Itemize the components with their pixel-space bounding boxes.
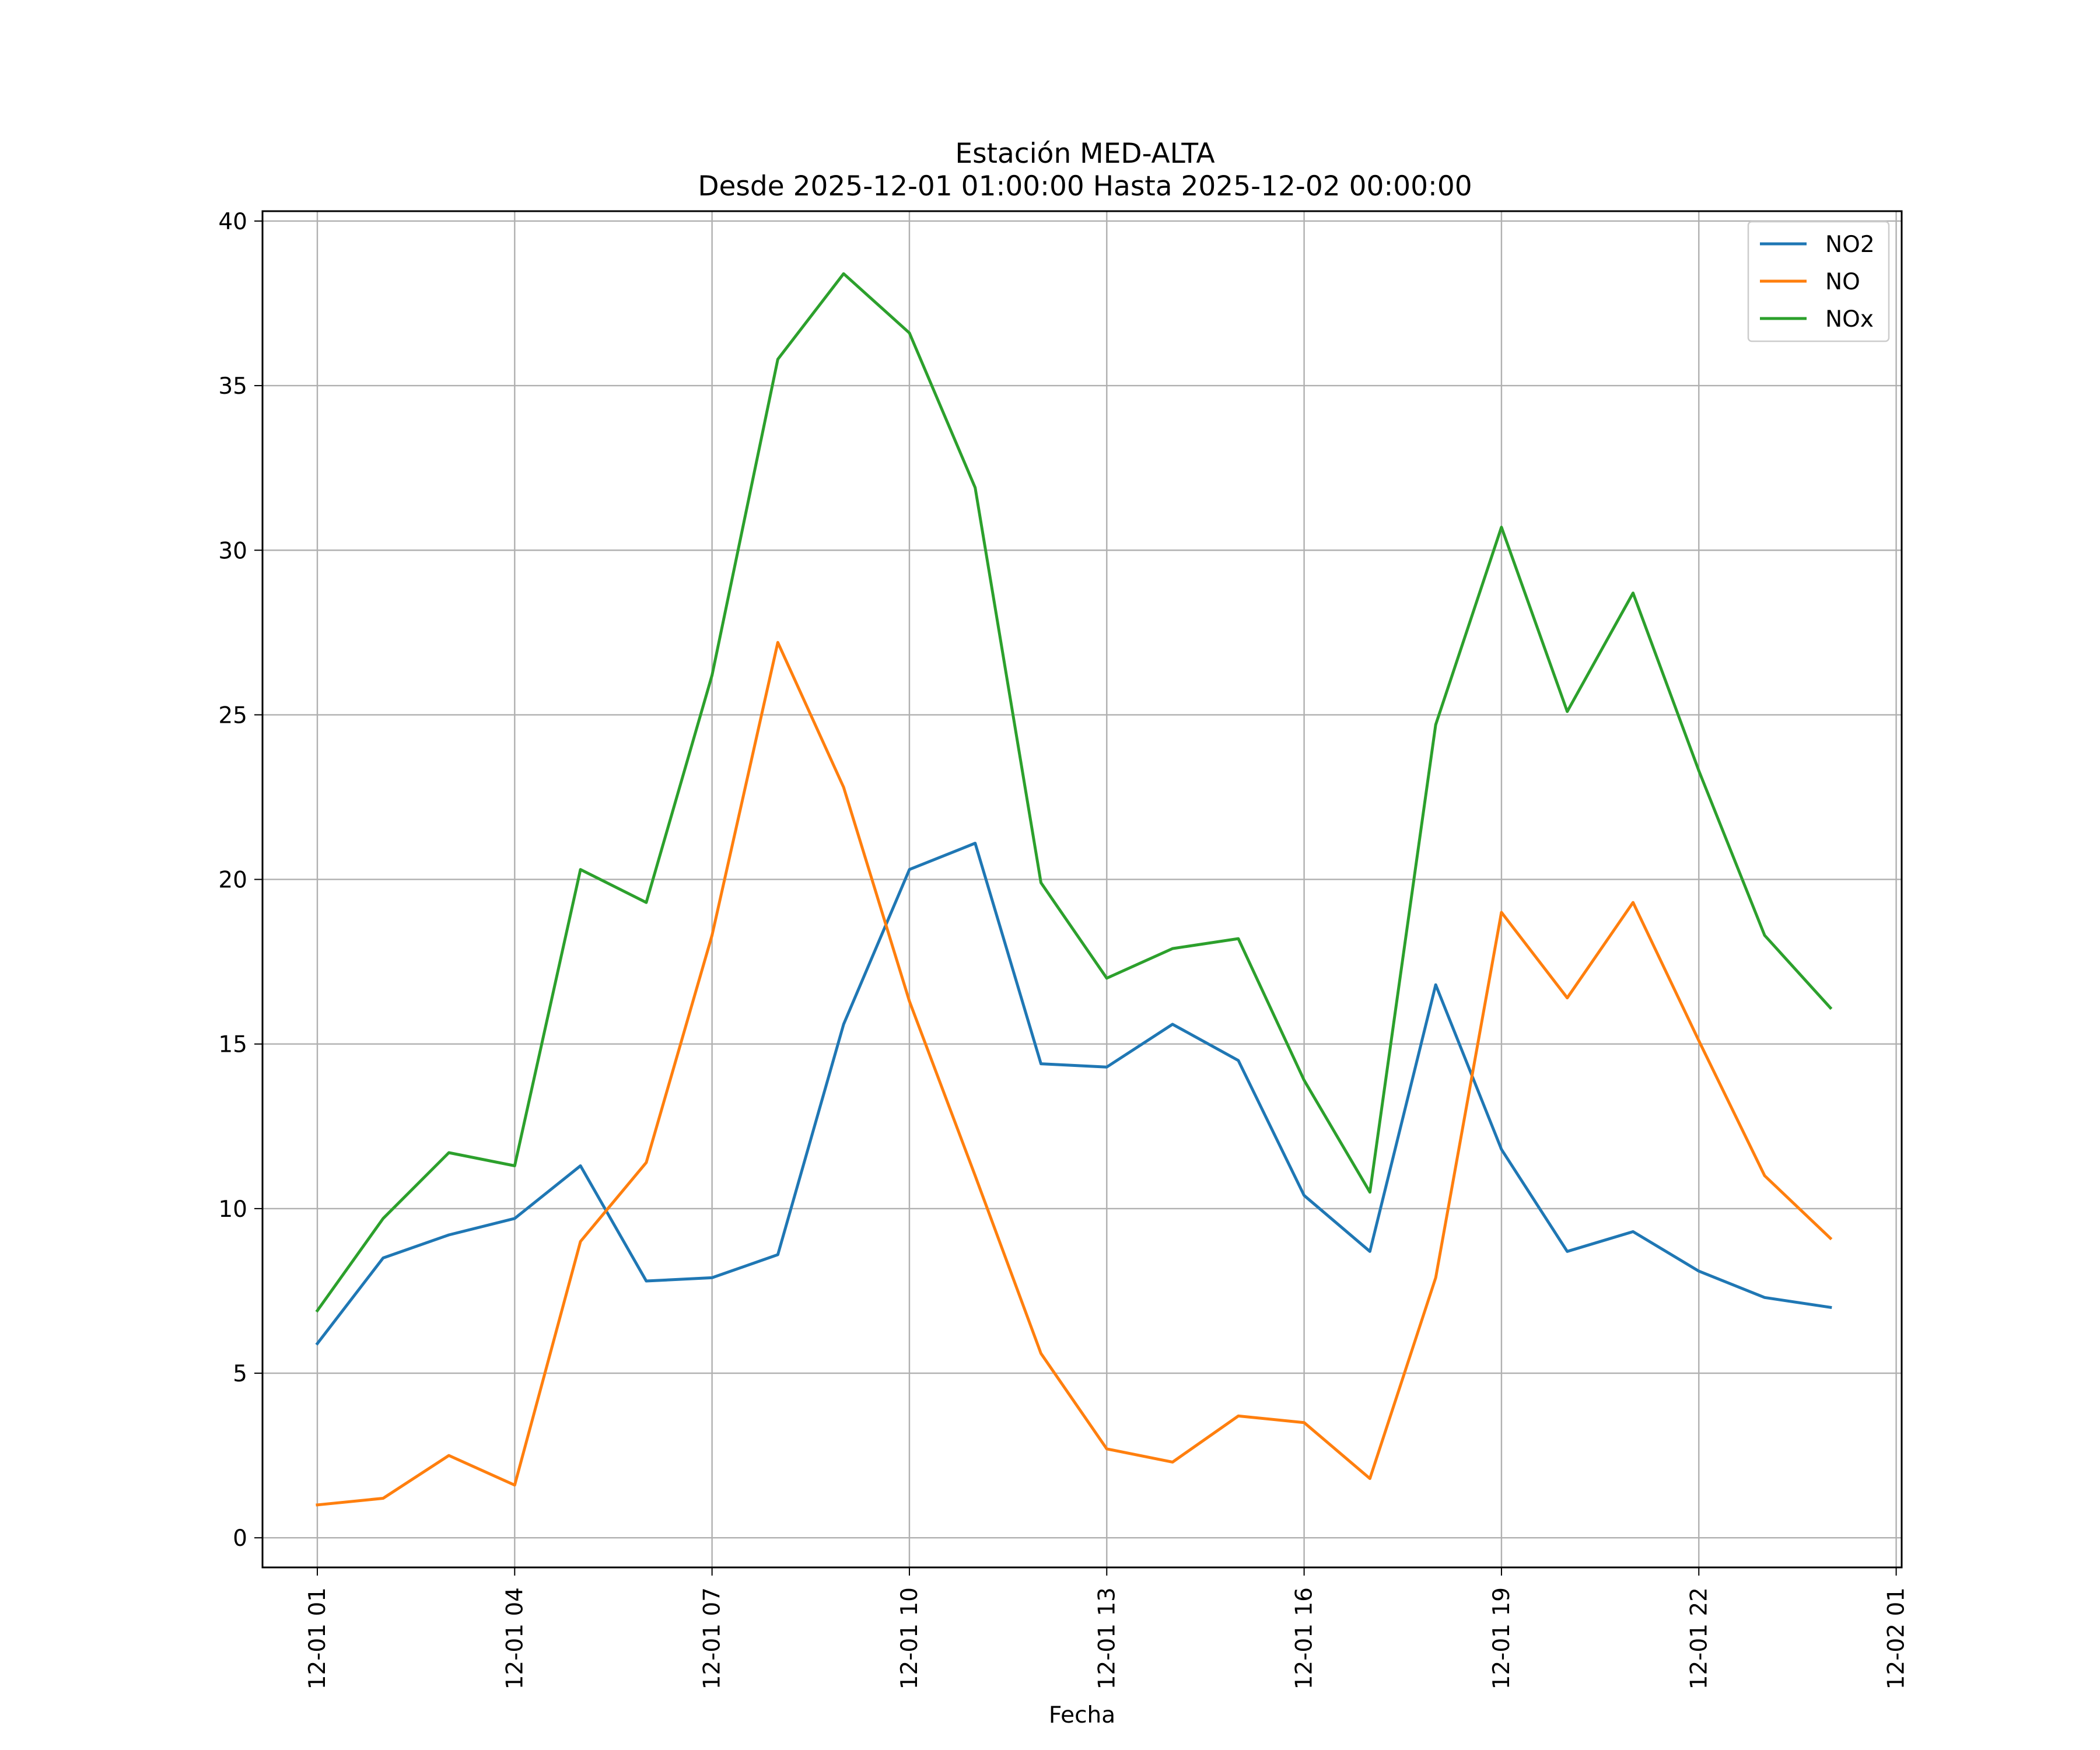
chart-title: Estación MED-ALTA bbox=[955, 138, 1214, 170]
y-tick-label: 30 bbox=[218, 538, 247, 564]
series-line-no2 bbox=[315, 842, 1832, 1346]
y-tick-label: 10 bbox=[218, 1196, 247, 1223]
grid bbox=[262, 211, 1902, 1567]
series-line-no bbox=[316, 640, 1833, 1507]
legend-label-no2: NO2 bbox=[1825, 232, 1875, 258]
x-axis-label: Fecha bbox=[1049, 1702, 1115, 1728]
y-tick-label: 25 bbox=[218, 702, 247, 729]
plot-area-frame bbox=[261, 210, 1903, 1569]
y-tick-label: 0 bbox=[233, 1525, 247, 1552]
x-tick-label: 12-02 01 bbox=[1884, 1587, 1910, 1689]
legend-box bbox=[1747, 220, 1890, 342]
series-lines bbox=[315, 272, 1833, 1507]
y-tick-label: 40 bbox=[218, 209, 247, 235]
x-axis: 12-01 01 12-01 04 12-01 07 12-01 10 12-01 13… bbox=[304, 1567, 1910, 1689]
y-tick-label: 15 bbox=[218, 1032, 247, 1058]
x-tick-label: 12-01 19 bbox=[1489, 1587, 1515, 1689]
y-tick-label: 35 bbox=[218, 373, 247, 400]
legend: NO2 NO NOx bbox=[1747, 220, 1890, 342]
y-tick-label: 20 bbox=[218, 867, 247, 894]
x-tick-label: 12-01 07 bbox=[699, 1587, 726, 1689]
x-tick-label: 12-01 13 bbox=[1094, 1587, 1120, 1689]
legend-label-no: NO bbox=[1825, 269, 1860, 295]
series-line-nox bbox=[315, 272, 1833, 1313]
x-tick-label: 12-01 04 bbox=[502, 1587, 528, 1689]
y-axis: 0 5 10 15 20 25 30 35 40 bbox=[218, 209, 262, 1552]
x-tick-label: 12-01 22 bbox=[1686, 1587, 1712, 1689]
chart-subtitle: Desde 2025-12-01 01:00:00 Hasta 2025-12-… bbox=[698, 170, 1472, 202]
x-tick-label: 12-01 16 bbox=[1292, 1587, 1318, 1689]
legend-label-nox: NOx bbox=[1825, 306, 1874, 332]
y-tick-label: 5 bbox=[233, 1361, 247, 1387]
x-tick-label: 12-01 01 bbox=[304, 1587, 331, 1689]
x-tick-label: 12-01 10 bbox=[897, 1587, 923, 1689]
